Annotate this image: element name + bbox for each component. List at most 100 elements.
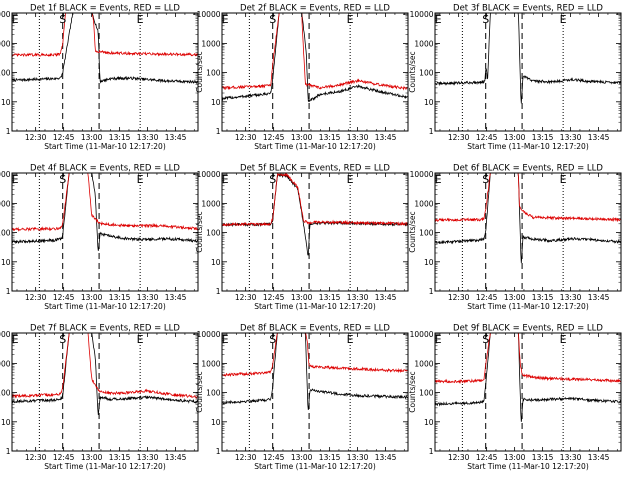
marker-label: S	[59, 173, 66, 186]
x-tick-label: 13:15	[532, 293, 554, 302]
y-tick-label: 1000	[0, 199, 11, 208]
y-tick-label: 10000	[410, 10, 434, 19]
y-tick-label: 10	[424, 258, 434, 267]
marker-label: E	[137, 13, 144, 26]
x-tick-label: 13:00	[291, 293, 313, 302]
events-series-line	[435, 333, 621, 422]
marker-label: E	[12, 13, 19, 26]
panel-title: Det 8f BLACK = Events, RED = LLD	[240, 324, 390, 334]
y-tick-label: 10000	[410, 330, 434, 339]
x-tick-label: 13:00	[504, 453, 526, 462]
y-axis-label: Counts/sec	[408, 371, 417, 412]
events-series-line	[222, 333, 408, 410]
panel-title: Det 1f BLACK = Events, RED = LLD	[30, 4, 180, 14]
x-tick-label: 12:45	[53, 133, 75, 142]
marker-label: S	[269, 173, 276, 186]
y-tick-label: 10000	[197, 10, 221, 19]
y-tick-label: 1	[6, 127, 11, 136]
x-tick-label: 12:45	[263, 133, 285, 142]
x-tick-label: 13:30	[137, 133, 159, 142]
x-axis-label: Start Time (11-Mar-10 12:17:20)	[254, 302, 376, 311]
y-axis-label: Counts/sec	[195, 371, 204, 412]
x-axis-label: Start Time (11-Mar-10 12:17:20)	[467, 142, 589, 151]
x-tick-label: 13:15	[109, 133, 131, 142]
x-tick-label: 13:30	[347, 133, 369, 142]
x-tick-label: 13:30	[137, 293, 159, 302]
y-tick-label: 10000	[410, 170, 434, 179]
y-tick-label: 10	[211, 98, 221, 107]
y-tick-label: 10	[1, 98, 11, 107]
panel-title: Det 6f BLACK = Events, RED = LLD	[453, 164, 603, 174]
x-axis-label: Start Time (11-Mar-10 12:17:20)	[467, 462, 589, 471]
x-tick-label: 12:30	[25, 133, 47, 142]
y-tick-label: 100	[0, 389, 11, 398]
y-tick-label: 100	[0, 229, 11, 238]
x-tick-label: 13:30	[560, 293, 582, 302]
y-tick-label: 1000	[414, 199, 433, 208]
plot-frame	[434, 332, 622, 452]
x-tick-label: 12:30	[235, 453, 257, 462]
y-tick-label: 1000	[0, 359, 11, 368]
x-tick-label: 12:30	[448, 133, 470, 142]
y-axis-label: Counts/sec	[195, 51, 204, 92]
y-tick-label: 1	[429, 287, 434, 296]
panel-title: Det 7f BLACK = Events, RED = LLD	[30, 324, 180, 334]
marker-label: E	[222, 333, 229, 346]
events-series-line	[435, 173, 621, 264]
x-tick-label: 12:30	[235, 133, 257, 142]
plot-frame	[221, 332, 409, 452]
x-tick-label: 12:30	[235, 293, 257, 302]
x-tick-label: 13:15	[319, 453, 341, 462]
x-tick-label: 12:30	[25, 293, 47, 302]
lld-series-line	[12, 13, 198, 58]
y-axis-label: Counts/sec	[195, 211, 204, 252]
plot-frame	[434, 172, 622, 292]
x-tick-label: 13:30	[347, 293, 369, 302]
events-series-line	[435, 13, 621, 104]
x-tick-label: 13:45	[375, 293, 397, 302]
x-tick-label: 13:30	[347, 453, 369, 462]
events-series-line	[222, 13, 408, 103]
y-tick-label: 1	[216, 127, 221, 136]
lld-series-line	[435, 173, 621, 223]
marker-label: S	[269, 13, 276, 26]
y-axis-label: Counts/sec	[408, 51, 417, 92]
x-tick-label: 13:45	[375, 453, 397, 462]
y-tick-label: 1000	[201, 199, 220, 208]
y-tick-label: 1000	[0, 39, 11, 48]
y-tick-label: 10	[424, 98, 434, 107]
y-tick-label: 10000	[0, 330, 11, 339]
y-tick-label: 1000	[201, 39, 220, 48]
y-tick-label: 1	[6, 287, 11, 296]
plot-frame	[11, 12, 199, 132]
events-series-line	[12, 13, 198, 85]
y-tick-label: 1000	[414, 39, 433, 48]
lld-series-line	[12, 333, 198, 399]
x-tick-label: 13:45	[375, 133, 397, 142]
panel-title: Det 4f BLACK = Events, RED = LLD	[30, 164, 180, 174]
lld-series-line	[222, 333, 408, 377]
x-tick-label: 13:30	[560, 133, 582, 142]
lld-series-line	[12, 173, 198, 232]
panel-title: Det 9f BLACK = Events, RED = LLD	[453, 324, 603, 334]
x-tick-label: 13:15	[319, 133, 341, 142]
y-tick-label: 1000	[414, 359, 433, 368]
x-tick-label: 13:00	[81, 133, 103, 142]
marker-label: E	[12, 173, 19, 186]
panel-title: Det 2f BLACK = Events, RED = LLD	[240, 4, 390, 14]
lld-series-line	[222, 173, 408, 227]
x-tick-label: 13:15	[109, 293, 131, 302]
panel-title: Det 5f BLACK = Events, RED = LLD	[240, 164, 390, 174]
marker-label: E	[435, 13, 442, 26]
y-tick-label: 10	[424, 418, 434, 427]
marker-label: S	[59, 13, 66, 26]
y-tick-label: 100	[206, 69, 221, 78]
x-tick-label: 13:15	[532, 453, 554, 462]
lld-series-line	[222, 13, 408, 91]
plot-frame	[434, 12, 622, 132]
events-series-line	[12, 173, 198, 251]
